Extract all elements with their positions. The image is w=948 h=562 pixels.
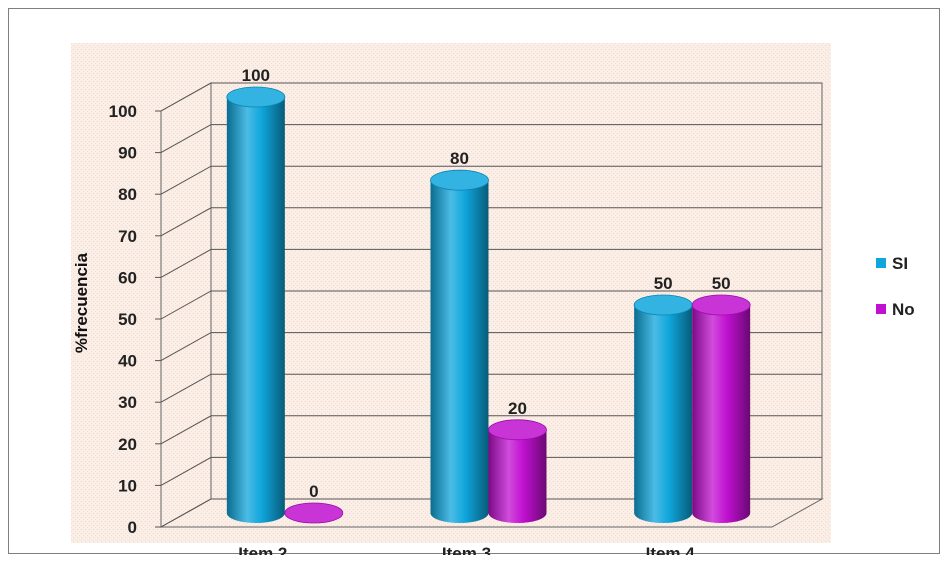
- data-label-si-0: 100: [242, 66, 270, 85]
- y-tick-label: 90: [118, 144, 137, 163]
- legend-swatch-no: [876, 304, 886, 314]
- y-tick-label: 10: [118, 476, 137, 495]
- gridline: [160, 124, 822, 154]
- y-tick-label: 70: [118, 227, 137, 246]
- bar-top-si-0: [226, 86, 286, 108]
- gridline: [160, 290, 822, 320]
- chart-frame: 0 10 20 30 40 50 60 70 80 90 100 %frecuencia 100 0 Ite…: [8, 8, 940, 555]
- y-tick-label: 0: [128, 518, 137, 537]
- gridline: [160, 456, 822, 486]
- data-label-no-1: 20: [508, 399, 527, 418]
- gridline: [160, 373, 822, 403]
- gridline: [160, 207, 822, 237]
- category-label: Item 3: [442, 544, 491, 555]
- y-tick-label: 100: [109, 102, 137, 121]
- category-label: Item 4: [646, 544, 696, 555]
- gridline: [160, 248, 822, 278]
- bar-top-no-1: [488, 419, 547, 441]
- category-label: Item 2: [238, 544, 287, 555]
- bar-top-si-1: [430, 169, 489, 191]
- bar-si-0: [226, 97, 285, 523]
- y-tick-label: 40: [118, 352, 137, 371]
- legend-swatch-si: [876, 258, 886, 268]
- bar-si-2: [634, 305, 693, 523]
- y-axis-title: %frecuencia: [72, 252, 91, 353]
- gridline: [160, 498, 822, 528]
- y-tick-label: 80: [118, 185, 137, 204]
- gridline: [160, 165, 822, 195]
- bar-top-no-0: [284, 502, 344, 524]
- bar-si-1: [430, 180, 489, 523]
- legend-label-si: SI: [892, 254, 908, 273]
- data-label-no-0: 0: [309, 482, 318, 501]
- y-tick-label: 30: [118, 393, 137, 412]
- bar-chart: 0 10 20 30 40 50 60 70 80 90 100 %frecuencia 100 0 Ite…: [71, 43, 915, 555]
- bar-top-no-2: [691, 294, 751, 316]
- bar-no-2: [692, 305, 751, 523]
- bar-top-si-2: [633, 294, 693, 316]
- data-label-si-1: 80: [450, 149, 469, 168]
- data-label-no-2: 50: [712, 274, 731, 293]
- gridline: [160, 415, 822, 445]
- legend-label-no: No: [892, 300, 915, 319]
- y-tick-label: 20: [118, 435, 137, 454]
- gridline: [160, 82, 822, 112]
- gridline: [160, 332, 822, 362]
- bar-no-1: [488, 429, 547, 523]
- y-tick-label: 60: [118, 268, 137, 287]
- data-label-si-2: 50: [654, 274, 673, 293]
- y-tick-label: 50: [118, 310, 137, 329]
